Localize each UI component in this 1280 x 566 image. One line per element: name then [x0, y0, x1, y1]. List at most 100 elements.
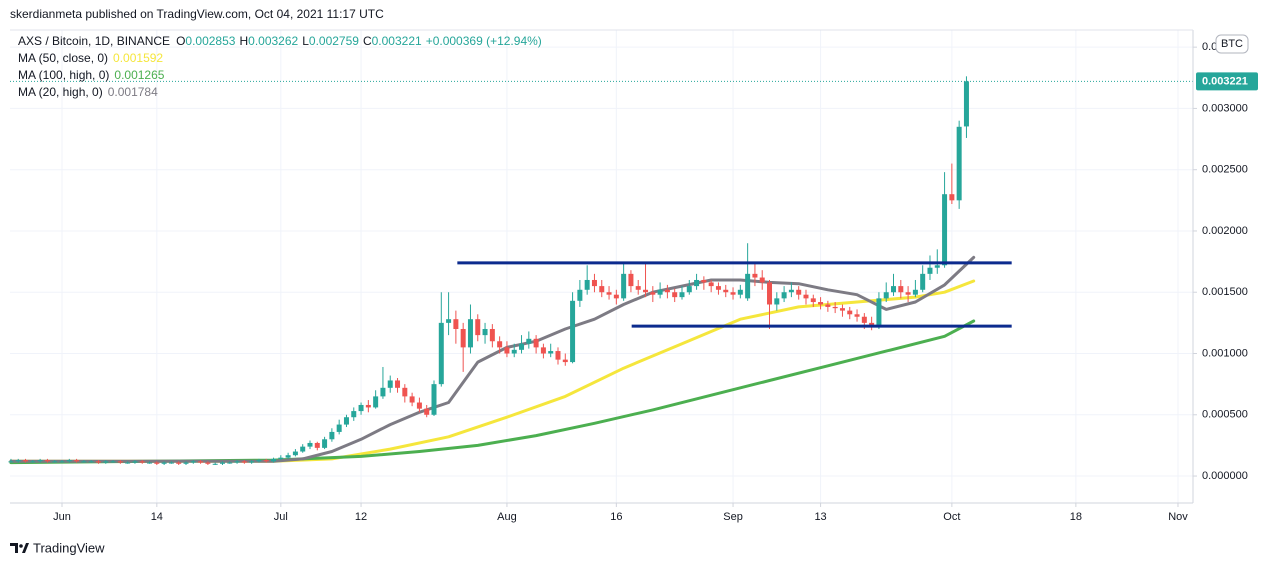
- ma-value: 0.001592: [113, 51, 163, 65]
- x-tick-label: Jul: [274, 511, 288, 523]
- candle-body: [387, 380, 393, 388]
- candle-body: [664, 289, 670, 293]
- candle-body: [285, 455, 291, 458]
- candle-body: [701, 279, 707, 283]
- candle-body: [329, 431, 335, 440]
- candle-body: [759, 277, 765, 283]
- candle-body: [920, 273, 926, 290]
- candle-body: [23, 460, 29, 462]
- y-tick-label: 0.003000: [1202, 102, 1248, 114]
- candle-body: [271, 458, 277, 462]
- change: +0.000369 (+12.94%): [426, 34, 542, 48]
- logo-mark: [22, 543, 29, 553]
- candle-body: [263, 460, 269, 462]
- candle-body: [30, 461, 36, 463]
- candle-body: [708, 282, 714, 287]
- moving-average: [9, 319, 976, 465]
- ma-legend: MA (20, high, 0) 0.001784: [18, 85, 158, 99]
- candle-body: [832, 306, 838, 309]
- logo-mark: [19, 544, 23, 548]
- candle-body: [548, 351, 554, 354]
- last-price-tag: [1196, 72, 1258, 91]
- candle-body: [591, 279, 597, 287]
- candle-body: [635, 286, 641, 290]
- candle-body: [737, 289, 743, 295]
- x-tick-label: 13: [814, 511, 826, 523]
- y-tick-label: 0.002000: [1202, 225, 1248, 237]
- candle-body: [15, 460, 21, 462]
- ohlc-value: 0.002759: [309, 34, 359, 48]
- candle-body: [730, 292, 736, 295]
- candle-body: [628, 273, 634, 287]
- candle-body: [927, 267, 933, 274]
- candle-body: [818, 302, 824, 305]
- candle-body: [949, 194, 955, 201]
- candle-body: [898, 286, 904, 293]
- candle-body: [168, 462, 174, 464]
- candle-body: [88, 461, 94, 463]
- candle-body: [161, 462, 167, 464]
- candle-body: [621, 273, 627, 299]
- currency: BTC: [1221, 38, 1243, 50]
- candle-body: [533, 338, 539, 348]
- candle-body: [475, 319, 481, 336]
- candle-body: [963, 81, 969, 127]
- candle-body: [219, 462, 225, 464]
- candle-body: [8, 461, 14, 463]
- brand: TradingView: [33, 540, 105, 555]
- candle-body: [147, 462, 153, 464]
- logo: [10, 543, 29, 553]
- candle-body: [183, 462, 189, 464]
- x-tick-label: Jun: [53, 511, 71, 523]
- candle-body: [570, 300, 576, 363]
- candle-body: [526, 338, 532, 344]
- candle-body: [132, 461, 138, 463]
- candle-body: [686, 286, 692, 293]
- candle-body: [212, 463, 218, 465]
- x-tick-label: 12: [355, 511, 367, 523]
- candle-body: [66, 460, 72, 462]
- candle-body: [74, 460, 80, 462]
- candle-body: [431, 384, 437, 415]
- candle-body: [176, 462, 182, 464]
- ma-legend: MA (100, high, 0) 0.001265: [18, 68, 165, 82]
- y-tick-label: 0.000000: [1202, 470, 1248, 482]
- candle-body: [745, 273, 751, 299]
- ohlc-letter: L: [302, 34, 309, 48]
- candle-body: [854, 314, 860, 317]
- y-tick-label: 0.001000: [1202, 347, 1248, 359]
- candle-body: [139, 461, 145, 463]
- last-price-label: 0.003221: [1202, 75, 1248, 87]
- ma-name: MA (100, high, 0): [18, 68, 109, 82]
- candle-body: [81, 461, 87, 463]
- candle-body: [767, 282, 773, 305]
- candle-body: [307, 442, 313, 447]
- ohlc-value: 0.003262: [248, 34, 298, 48]
- candle-body: [504, 347, 510, 354]
- candle-body: [314, 442, 320, 448]
- candle-body: [154, 462, 160, 464]
- candle-body: [416, 402, 422, 409]
- candle-body: [205, 462, 211, 464]
- candle-body: [44, 460, 50, 462]
- candle-body: [883, 292, 889, 299]
- candle-body: [606, 292, 612, 295]
- candle-body: [825, 304, 831, 307]
- grid: [10, 30, 1193, 503]
- candle-body: [934, 265, 940, 268]
- candle-body: [424, 408, 430, 415]
- candle-body: [373, 396, 379, 408]
- candle-body: [402, 387, 408, 397]
- candle-body: [613, 294, 619, 299]
- candle-body: [37, 460, 43, 462]
- candle-body: [562, 359, 568, 363]
- symbol: AXS / Bitcoin, 1D, BINANCE: [18, 34, 170, 48]
- y-tick-label: 0.002500: [1202, 164, 1248, 176]
- candle-body: [438, 322, 444, 385]
- candle-body: [365, 404, 371, 408]
- y-tick-label: 0.001500: [1202, 286, 1248, 298]
- candle-body: [292, 451, 298, 456]
- x-tick-label: Oct: [943, 511, 960, 523]
- y-tick-label: 0.000500: [1202, 409, 1248, 421]
